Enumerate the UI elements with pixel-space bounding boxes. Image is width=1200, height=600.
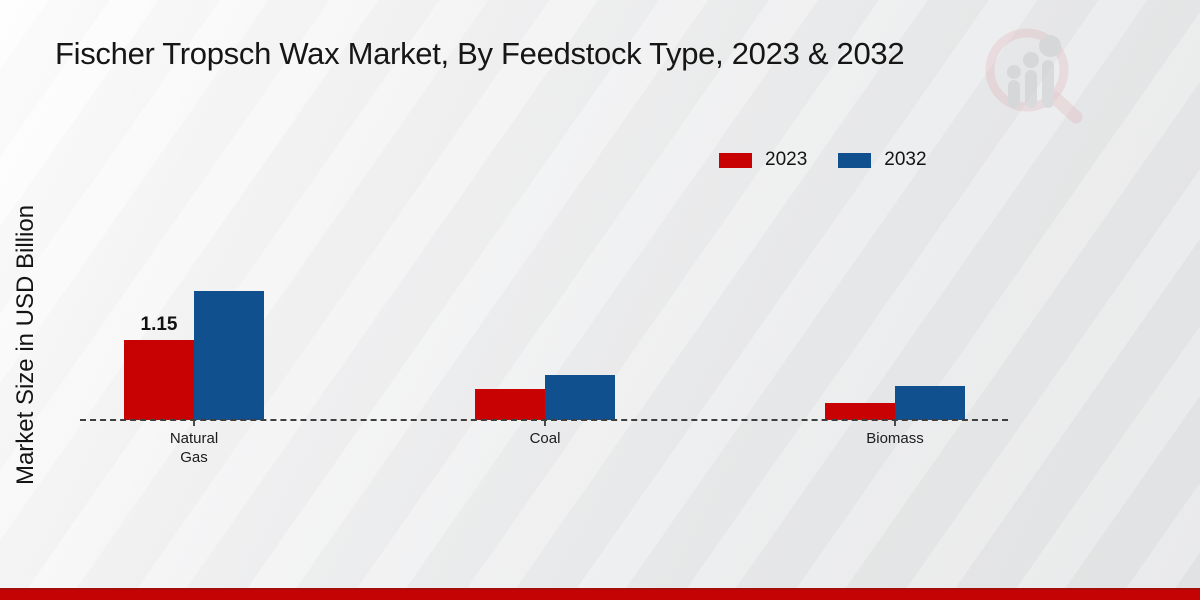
legend-swatch-2023: [719, 152, 752, 168]
bar-biomass-2032: [895, 386, 965, 420]
legend-item-2023: 2023: [719, 149, 807, 171]
legend-label-2023: 2023: [765, 149, 808, 170]
data-label-natural-gas-2023: 1.15: [140, 314, 178, 335]
legend-swatch-2032: [838, 152, 872, 168]
bar-biomass-2023: [825, 403, 895, 420]
category-label-biomass: Biomass: [866, 430, 924, 447]
x-axis-tick-coal: [544, 420, 546, 426]
magnifier-bar-chart-logo-icon: [985, 28, 1083, 124]
bar-coal-2023: [475, 389, 545, 420]
chart-title: Fischer Tropsch Wax Market, By Feedstock…: [55, 36, 905, 71]
plot-area: 1.15: [80, 291, 1008, 421]
legend: 2023 2032: [719, 149, 927, 171]
category-label-coal: Coal: [529, 430, 561, 447]
footer-red-band: [0, 588, 1200, 600]
x-axis-tick-biomass: [894, 420, 896, 426]
category-label-natural-gas: Natural Gas: [169, 430, 219, 466]
bar-coal-2032: [545, 375, 615, 420]
x-axis-tick-natural-gas: [193, 420, 195, 426]
bar-natural-gas-2023: [124, 340, 194, 420]
legend-label-2032: 2032: [884, 149, 927, 170]
x-axis-baseline: [80, 419, 1008, 421]
legend-item-2032: 2032: [838, 149, 927, 171]
bar-natural-gas-2032: [194, 291, 264, 420]
